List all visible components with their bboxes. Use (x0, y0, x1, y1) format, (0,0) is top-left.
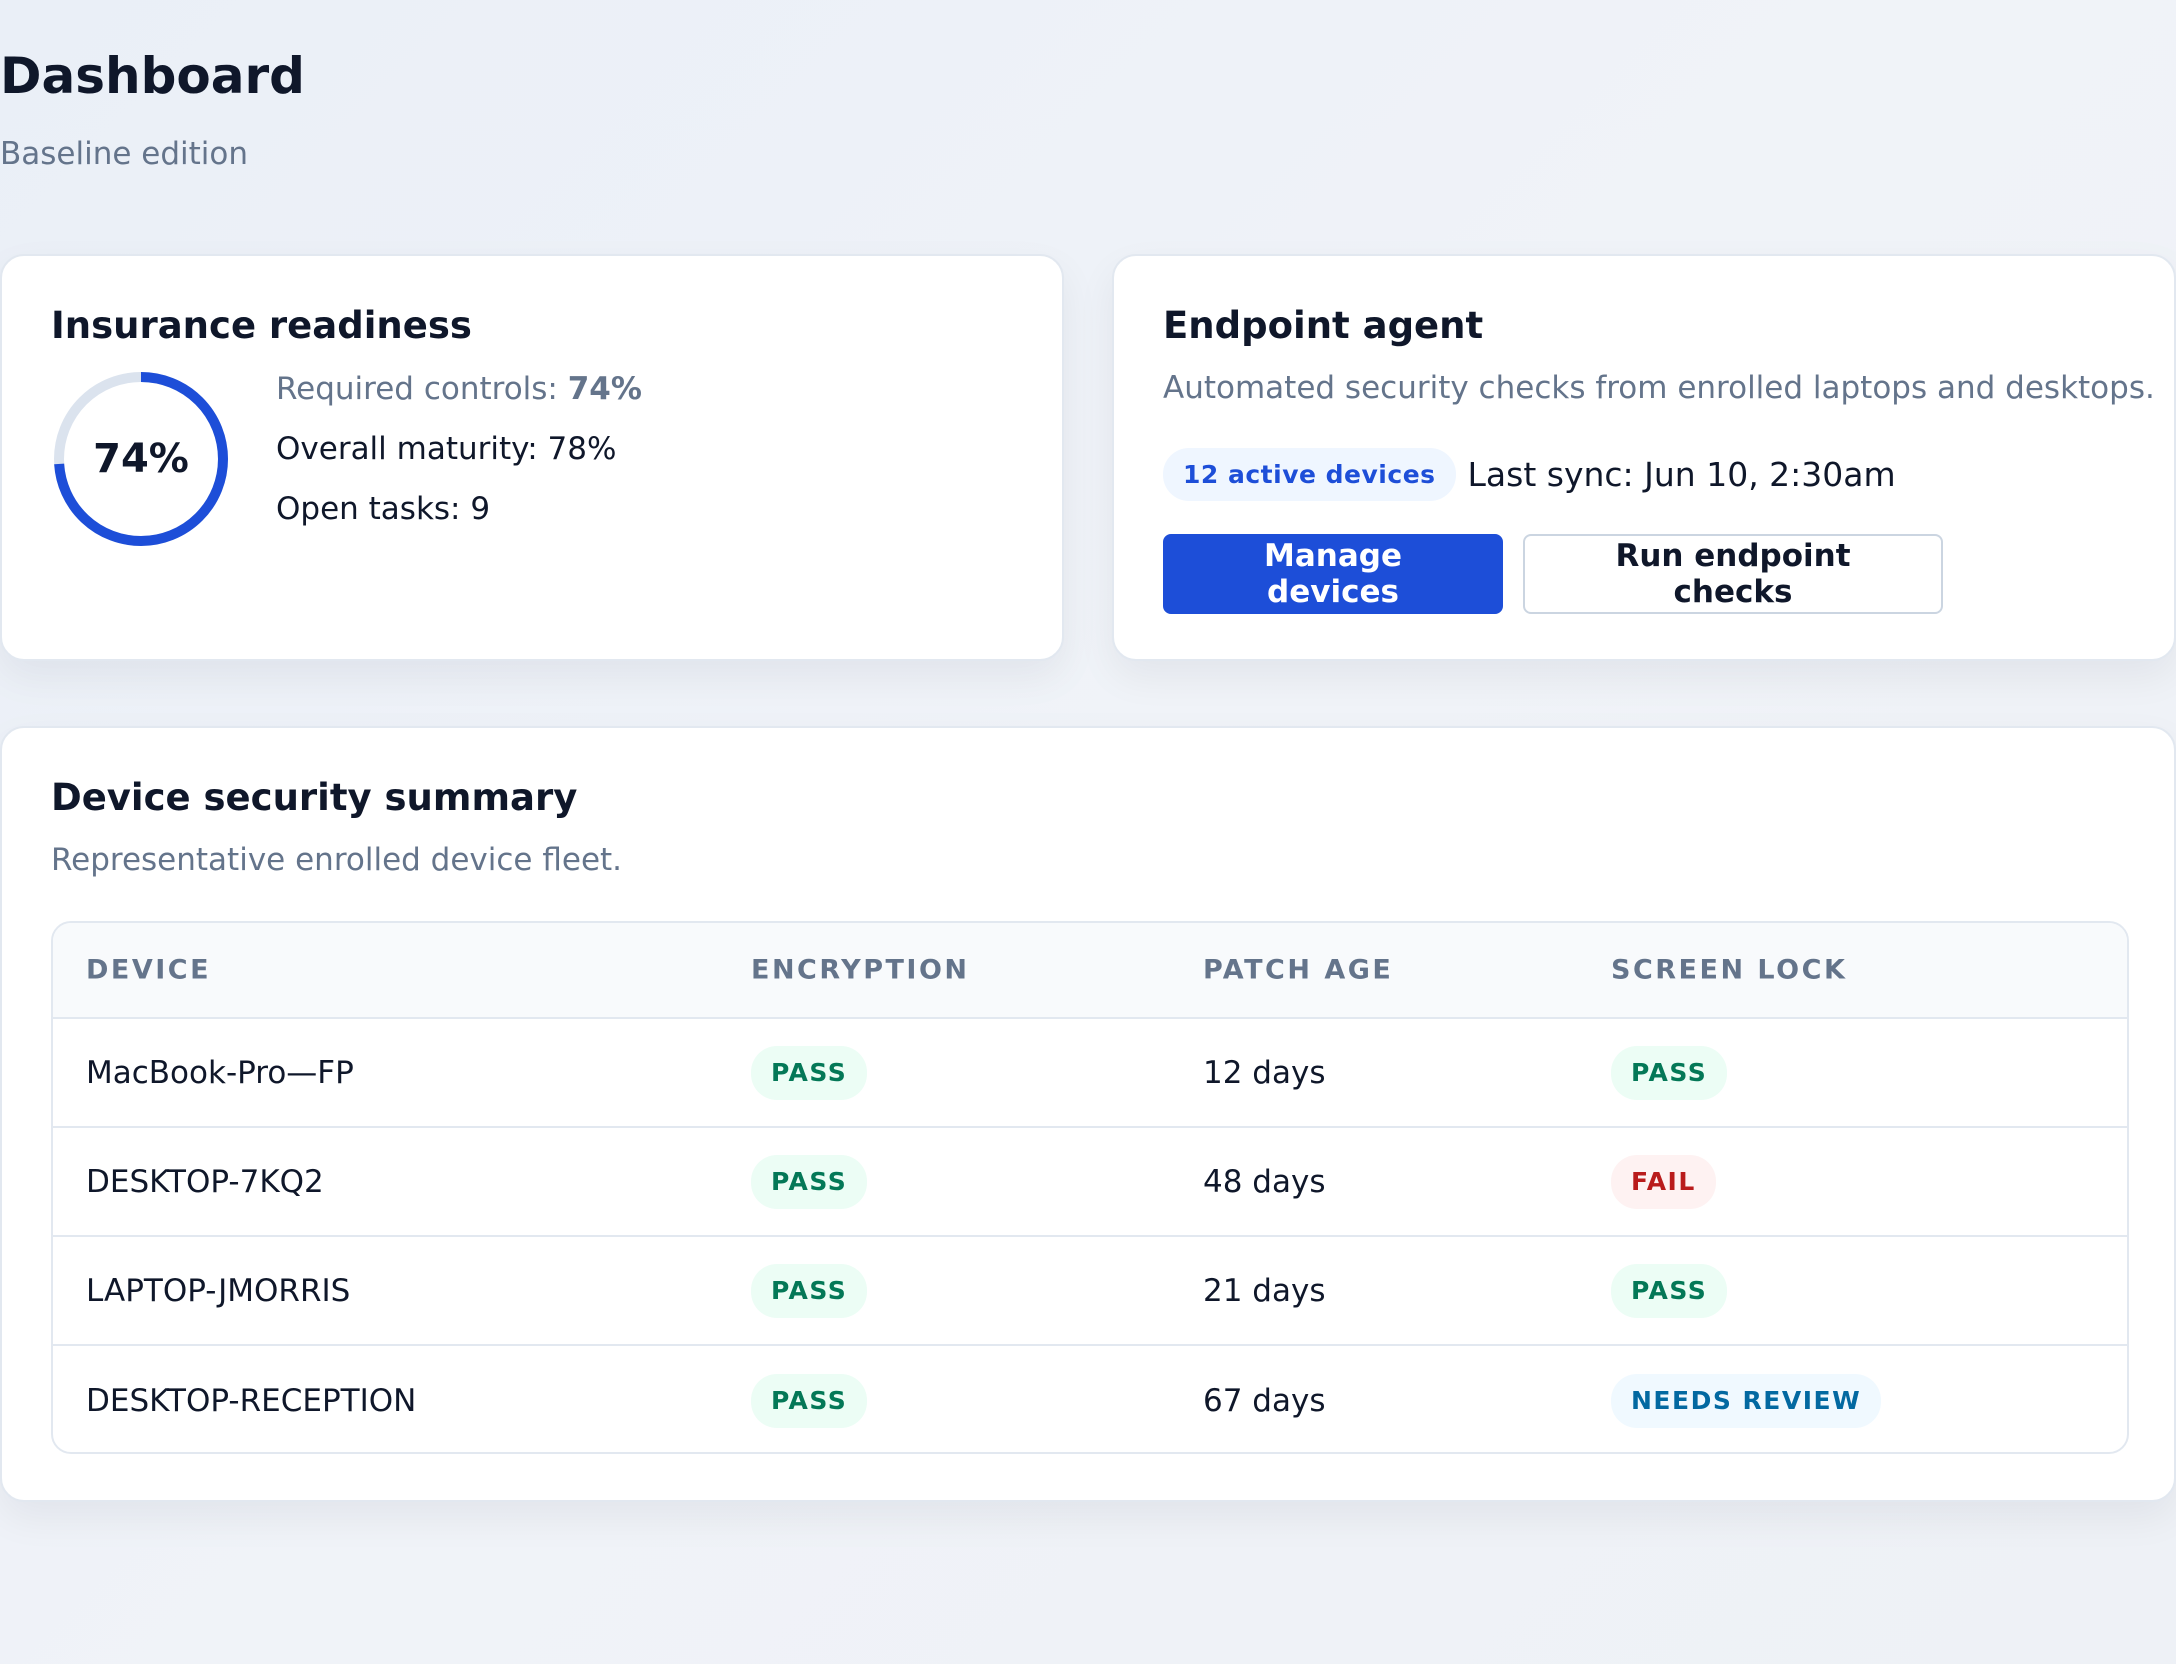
overall-maturity-stat: Overall maturity: 78% (276, 431, 617, 468)
screen-lock-cell: PASS (1611, 1263, 1728, 1318)
screen-lock-status-badge: FAIL (1611, 1154, 1716, 1209)
devices-card-title: Device security summary (51, 776, 578, 819)
screen-lock-status-badge: PASS (1611, 1045, 1728, 1100)
device-name: MacBook-Pro—FP (86, 1054, 354, 1091)
readiness-ring-fill (54, 372, 228, 546)
table-row: DESKTOP-7KQ2 PASS 48 days FAIL (53, 1128, 2127, 1237)
column-header-device: DEVICE (86, 954, 212, 986)
required-controls-stat: Required controls: 74% (276, 371, 642, 408)
manage-devices-button[interactable]: Manage devices (1163, 534, 1503, 614)
table-row: DESKTOP-RECEPTION PASS 67 days NEEDS REV… (53, 1346, 2127, 1452)
patch-age: 12 days (1203, 1054, 1326, 1091)
table-row: LAPTOP-JMORRIS PASS 21 days PASS (53, 1237, 2127, 1346)
insurance-card-title: Insurance readiness (51, 304, 472, 347)
endpoint-card-title: Endpoint agent (1163, 304, 1484, 347)
page-subtitle: Baseline edition (0, 136, 249, 172)
encryption-status-badge: PASS (751, 1263, 868, 1318)
column-header-encryption: ENCRYPTION (751, 954, 970, 986)
screen-lock-cell: PASS (1611, 1045, 1728, 1100)
endpoint-actions: Manage devices Run endpoint checks (1163, 534, 1943, 614)
devices-table: DEVICE ENCRYPTION PATCH AGE SCREEN LOCK … (51, 921, 2129, 1454)
readiness-ring: 74% (51, 369, 231, 549)
encryption-cell: PASS (751, 1154, 868, 1209)
screen-lock-status-badge: PASS (1611, 1263, 1728, 1318)
patch-age: 21 days (1203, 1272, 1326, 1309)
endpoint-agent-card: Endpoint agent Automated security checks… (1112, 254, 2176, 661)
encryption-cell: PASS (751, 1373, 868, 1428)
devices-description: Representative enrolled device fleet. (51, 842, 623, 878)
table-header: DEVICE ENCRYPTION PATCH AGE SCREEN LOCK (53, 923, 2127, 1019)
required-controls-label: Required controls: (276, 371, 568, 407)
screen-lock-status-badge: NEEDS REVIEW (1611, 1373, 1882, 1428)
readiness-stats: Required controls: 74% Overall maturity:… (276, 371, 642, 552)
encryption-status-badge: PASS (751, 1045, 868, 1100)
device-security-summary-card: Device security summary Representative e… (0, 726, 2176, 1502)
device-name: LAPTOP-JMORRIS (86, 1272, 351, 1309)
page-title: Dashboard (0, 47, 305, 105)
device-name: DESKTOP-RECEPTION (86, 1382, 417, 1419)
encryption-status-badge: PASS (751, 1373, 868, 1428)
patch-age: 48 days (1203, 1163, 1326, 1200)
device-name: DESKTOP-7KQ2 (86, 1163, 324, 1200)
column-header-screen-lock: SCREEN LOCK (1611, 954, 1848, 986)
page-header: Dashboard Baseline edition (0, 46, 305, 173)
encryption-cell: PASS (751, 1045, 868, 1100)
insurance-readiness-card: Insurance readiness 74% Required control… (0, 254, 1064, 661)
encryption-status-badge: PASS (751, 1154, 868, 1209)
last-sync-text: Last sync: Jun 10, 2:30am (1467, 455, 1896, 494)
required-controls-value: 74% (567, 371, 642, 407)
encryption-cell: PASS (751, 1263, 868, 1318)
column-header-patch-age: PATCH AGE (1203, 954, 1394, 986)
run-endpoint-checks-button[interactable]: Run endpoint checks (1523, 534, 1943, 614)
open-tasks-stat: Open tasks: 9 (276, 491, 491, 528)
readiness-ring-label: 74% (93, 436, 189, 482)
endpoint-description: Automated security checks from enrolled … (1163, 370, 2155, 406)
readiness-ring-graphic (54, 372, 228, 546)
patch-age: 67 days (1203, 1382, 1326, 1419)
table-row: MacBook-Pro—FP PASS 12 days PASS (53, 1019, 2127, 1128)
screen-lock-cell: NEEDS REVIEW (1611, 1373, 1882, 1428)
sync-row: 12 active devices Last sync: Jun 10, 2:3… (1163, 448, 1896, 501)
screen-lock-cell: FAIL (1611, 1154, 1716, 1209)
active-devices-badge: 12 active devices (1163, 448, 1456, 501)
